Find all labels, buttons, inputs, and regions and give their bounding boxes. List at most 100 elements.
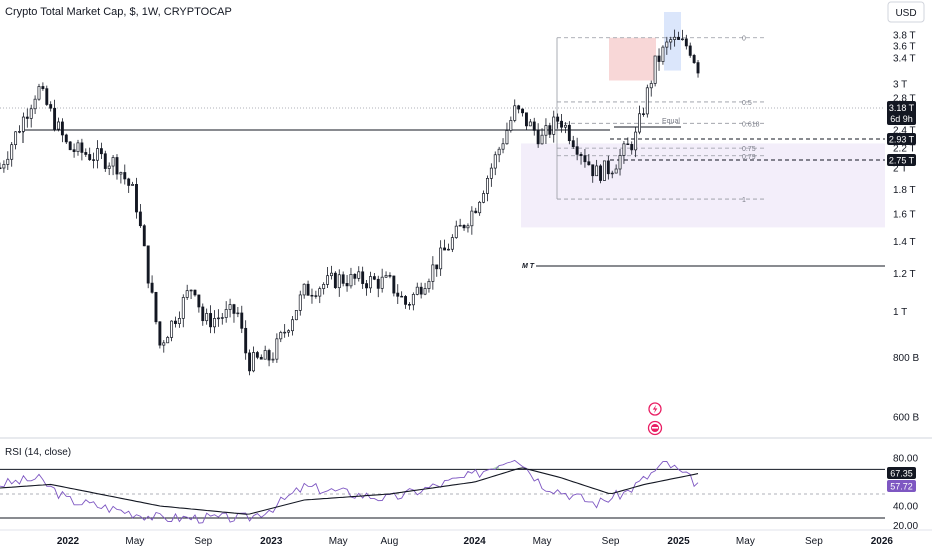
candle-down	[92, 159, 96, 161]
candle-up	[610, 172, 614, 175]
candle-up	[111, 157, 115, 167]
price-axis-tick: 2.4 T	[893, 126, 916, 137]
fib-level-label: 1	[742, 197, 746, 204]
candle-down	[688, 45, 692, 56]
candle-up	[275, 338, 279, 360]
candle-up	[661, 46, 665, 62]
candle-down	[267, 350, 271, 361]
candle-down	[45, 88, 49, 105]
candle-down	[123, 172, 127, 180]
candle-down	[587, 161, 591, 166]
candle-up	[552, 116, 556, 135]
candle-up	[228, 304, 232, 310]
price-axis-tick: 3.4 T	[893, 54, 916, 65]
candle-up	[669, 39, 673, 43]
candle-down	[240, 312, 244, 329]
candle-up	[162, 342, 166, 346]
candle-up	[634, 131, 638, 151]
candle-down	[599, 165, 602, 181]
candle-down	[575, 146, 579, 155]
candle-up	[673, 36, 677, 40]
candle-up	[649, 83, 653, 89]
candle-down	[474, 210, 478, 214]
currency-button[interactable]: USD	[887, 1, 925, 23]
candle-up	[497, 148, 501, 156]
candle-down	[306, 283, 310, 296]
price-axis-tick: 1.8 T	[893, 185, 916, 196]
candle-down	[127, 178, 131, 186]
time-axis-tick: May	[533, 536, 552, 547]
target-zone-box	[664, 12, 681, 71]
candle-up	[252, 352, 255, 372]
rsi-axis-tick: 20.00	[893, 521, 918, 532]
candle-up	[181, 297, 185, 319]
rsi-line	[0, 459, 699, 524]
candle-down	[408, 304, 411, 306]
candle-down	[606, 160, 610, 175]
time-axis-tick: Sep	[805, 536, 823, 547]
candle-down	[333, 272, 337, 289]
candle-up	[236, 312, 240, 315]
rsi-axis[interactable]: 80.00 40.00 20.00	[893, 454, 918, 533]
rsi-pane	[0, 459, 885, 524]
candle-up	[224, 309, 228, 318]
time-axis-tick: May	[125, 536, 144, 547]
candle-up	[384, 275, 388, 278]
candle-up	[170, 320, 174, 338]
current-price-tag[interactable]: 3.18 T 6d 9h	[887, 101, 916, 125]
candle-down	[193, 289, 197, 296]
candle-down	[25, 116, 29, 119]
candle-down	[259, 356, 263, 360]
candle-down	[53, 107, 57, 130]
candle-down	[571, 140, 575, 148]
candle-up	[10, 144, 14, 160]
candle-up	[447, 248, 450, 251]
candle-up	[326, 275, 330, 285]
flag-icon[interactable]	[647, 420, 663, 436]
candle-down	[361, 271, 365, 284]
candle-down	[99, 148, 103, 155]
price-axis-tick: 2 T	[893, 163, 907, 174]
candle-up	[485, 178, 489, 194]
fib-level-label: 0.79	[742, 154, 756, 161]
candle-up	[505, 130, 509, 145]
candle-up	[482, 193, 485, 203]
candle-down	[154, 292, 158, 323]
candle-up	[493, 154, 497, 169]
candle-down	[146, 245, 150, 284]
candle-down	[641, 113, 645, 115]
candle-down	[158, 321, 162, 346]
candle-down	[314, 295, 318, 297]
candle-down	[419, 286, 423, 295]
candle-up	[349, 273, 353, 287]
level-price-tag-2[interactable]: 2.75 T	[887, 154, 916, 166]
candle-down	[150, 282, 154, 293]
candle-up	[653, 55, 657, 84]
price-axis[interactable]: 3.8 T3.6 T3.4 T3 T2.8 T2.6 T2.4 T2.2 T2 …	[893, 31, 919, 424]
candle-up	[337, 274, 341, 289]
time-axis[interactable]: 2022 May Sep 2023 May Aug 2024 May Sep 2025 May Sep…	[57, 536, 894, 547]
currency-button-label: USD	[895, 8, 916, 19]
level-price-tag-1[interactable]: 2.93 T	[887, 133, 916, 145]
candle-up	[330, 272, 333, 277]
rsi-ma-tag[interactable]: 67.35	[887, 467, 916, 479]
candle-down	[84, 152, 88, 155]
candle-up	[287, 330, 291, 333]
candle-down	[209, 313, 213, 328]
candle-up	[185, 290, 189, 298]
rsi-axis-tick: 40.00	[893, 502, 918, 513]
candle-down	[684, 38, 688, 47]
candle-down	[345, 283, 349, 287]
candle-down	[41, 86, 45, 90]
lightning-icon[interactable]	[648, 402, 662, 416]
price-axis-tick: 600 B	[893, 413, 919, 424]
candle-up	[322, 284, 326, 289]
candle-up	[369, 276, 372, 289]
rsi-value-tag[interactable]: 57.72	[887, 480, 916, 492]
candle-down	[443, 247, 447, 251]
equal-annotation: Equal	[662, 118, 680, 125]
candle-down	[174, 320, 177, 324]
candle-up	[177, 318, 181, 324]
rsi-ma-value: 67.35	[890, 469, 913, 479]
